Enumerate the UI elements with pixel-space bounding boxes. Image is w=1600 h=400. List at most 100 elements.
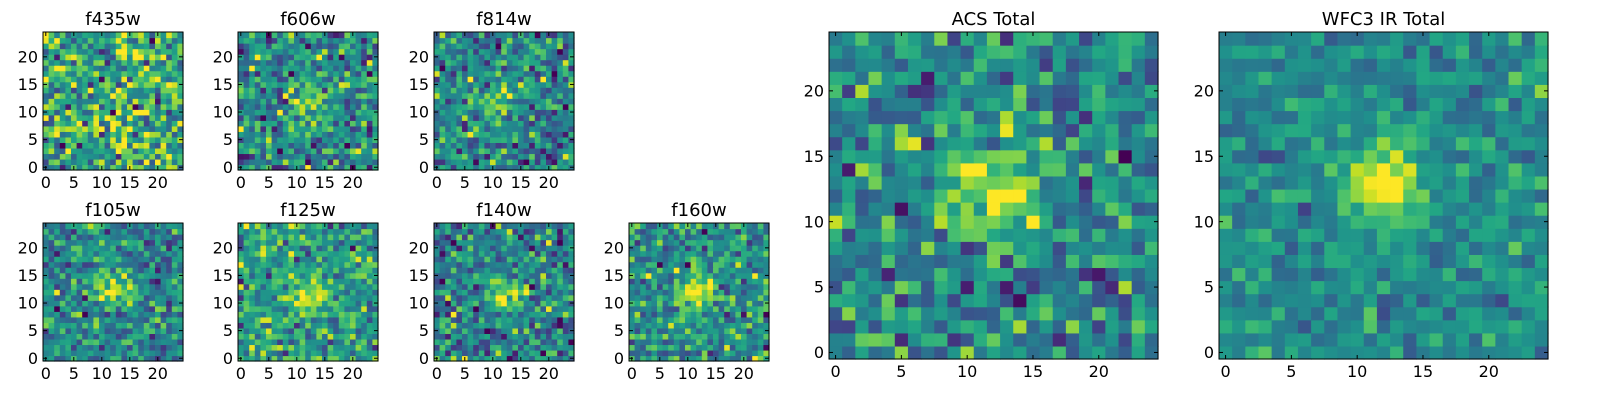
heatmap-cell <box>82 261 89 268</box>
heatmap-cell <box>484 109 491 116</box>
heatmap-cell <box>557 228 564 235</box>
heatmap-cell <box>718 289 725 296</box>
heatmap-cell <box>327 223 334 230</box>
heatmap-cell <box>495 223 502 230</box>
heatmap-cell <box>350 65 357 72</box>
heatmap-cell <box>735 305 742 312</box>
heatmap-cell <box>512 316 519 323</box>
heatmap-cell <box>333 48 340 55</box>
heatmap-cell <box>282 70 289 77</box>
heatmap-cell <box>266 125 273 132</box>
heatmap-cell <box>155 311 162 318</box>
heatmap-cell <box>546 239 553 246</box>
heatmap-cell <box>299 338 306 346</box>
heatmap-cell <box>713 333 720 340</box>
heatmap-cell <box>473 76 480 83</box>
heatmap-cell <box>54 316 61 323</box>
heatmap-cell <box>467 125 474 132</box>
heatmap-cell <box>518 125 525 132</box>
heatmap-cell <box>294 158 301 166</box>
heatmap-cell <box>673 311 680 318</box>
heatmap-cell <box>523 147 530 155</box>
heatmap-cell <box>43 344 50 351</box>
heatmap-cell <box>434 261 441 268</box>
heatmap-cell <box>327 131 334 138</box>
heatmap-cell <box>372 131 379 138</box>
heatmap-cell <box>43 261 50 268</box>
heatmap-cell <box>484 267 491 274</box>
heatmap-cell <box>529 120 536 127</box>
heatmap-cell <box>310 103 317 110</box>
heatmap-cell <box>484 158 491 166</box>
heatmap-cell <box>59 65 66 72</box>
heatmap-cell <box>54 355 61 362</box>
heatmap-cell <box>87 272 94 279</box>
heatmap-cell <box>254 344 261 351</box>
heatmap-cell <box>54 98 61 105</box>
heatmap-cell <box>512 355 519 362</box>
heatmap-cell <box>43 125 50 132</box>
heatmap-cell <box>310 43 317 50</box>
heatmap-cell <box>305 305 312 312</box>
heatmap-cell <box>99 349 106 357</box>
heatmap-cell <box>366 344 373 351</box>
heatmap-cell <box>322 147 329 155</box>
heatmap-cell <box>696 322 703 329</box>
heatmap-cell <box>484 327 491 334</box>
heatmap-cell <box>249 300 256 307</box>
heatmap-cell <box>254 37 261 44</box>
heatmap-cell <box>361 234 368 241</box>
heatmap-cell <box>690 338 697 346</box>
heatmap-cell <box>467 70 474 77</box>
heatmap-cell <box>138 136 145 143</box>
panel-title: f435w <box>85 9 140 30</box>
heatmap-cell <box>59 234 66 241</box>
heatmap-cell <box>160 54 167 61</box>
heatmap-cell <box>65 158 72 166</box>
heatmap-cell <box>645 338 652 346</box>
heatmap-cell <box>76 349 83 357</box>
heatmap-cell <box>1105 332 1120 347</box>
heatmap-cell <box>177 278 184 285</box>
heatmap-cell <box>645 278 652 285</box>
heatmap-cell <box>557 223 564 230</box>
heatmap-cell <box>868 188 883 203</box>
heatmap-cell <box>484 311 491 318</box>
heatmap-cell <box>473 65 480 72</box>
heatmap-cell <box>266 109 273 116</box>
heatmap-cell <box>1144 319 1159 334</box>
heatmap-cell <box>71 344 78 351</box>
heatmap-cell <box>54 333 61 340</box>
heatmap-cell <box>973 319 988 334</box>
heatmap-cell <box>947 241 962 255</box>
heatmap-cell <box>523 87 530 94</box>
heatmap-cell <box>668 338 675 346</box>
heatmap-cell <box>155 65 162 72</box>
heatmap-cell <box>842 319 856 334</box>
heatmap-cell <box>271 131 278 138</box>
heatmap-cell <box>741 344 748 351</box>
heatmap-cell <box>338 305 345 312</box>
heatmap-cell <box>43 76 50 83</box>
heatmap-cell <box>473 98 480 105</box>
heatmap-cell <box>484 305 491 312</box>
heatmap-cell <box>372 48 379 55</box>
heatmap-cell <box>160 32 167 39</box>
heatmap-cell <box>512 109 519 116</box>
y-tick-label: 5 <box>28 321 38 340</box>
heatmap-cell <box>121 43 128 50</box>
heatmap-cell <box>506 289 513 296</box>
heatmap-cell <box>143 322 150 329</box>
heatmap-cell <box>160 65 167 72</box>
heatmap-cell <box>110 142 117 149</box>
heatmap-cell <box>562 87 569 94</box>
heatmap-cell <box>1000 241 1014 255</box>
heatmap-cell <box>934 215 949 229</box>
heatmap-cell <box>1039 188 1054 203</box>
heatmap-cell <box>701 294 708 301</box>
heatmap-cell <box>166 294 173 301</box>
heatmap-cell <box>166 311 173 318</box>
heatmap-cell <box>546 300 553 307</box>
heatmap-cell <box>277 289 284 296</box>
heatmap-cell <box>344 120 351 127</box>
